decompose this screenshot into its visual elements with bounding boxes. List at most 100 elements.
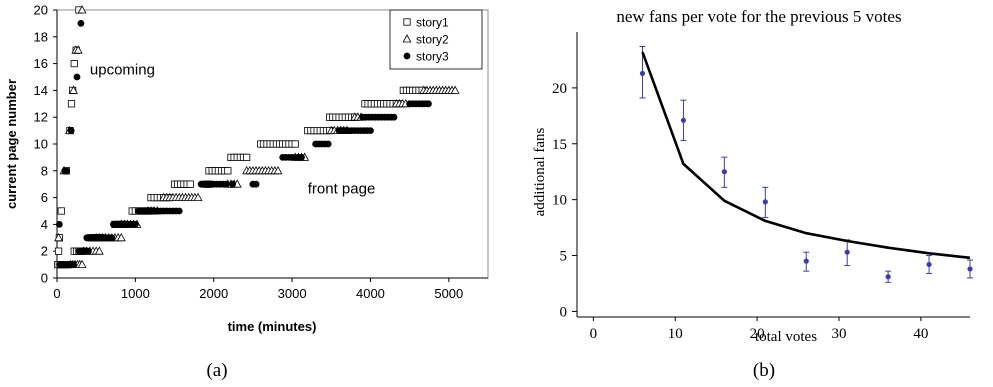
panel-a-y-tick-label: 10 bbox=[34, 137, 48, 152]
panel-a-point-story2 bbox=[54, 232, 64, 242]
panel-a-y-tick-label: 2 bbox=[41, 244, 48, 259]
panel-a-point-story1 bbox=[224, 167, 232, 175]
panel-a-x-tick-label: 2000 bbox=[199, 286, 228, 301]
panel-a-point-story1 bbox=[70, 60, 78, 68]
panel-a-point-story3 bbox=[63, 167, 70, 175]
panel-b-caption: (b) bbox=[753, 360, 775, 381]
panel-a-point-story1 bbox=[243, 153, 251, 161]
panel-a-x-tick-label: 0 bbox=[53, 286, 60, 301]
panel-b-data-point bbox=[844, 249, 850, 255]
panel-a-legend-marker-story1 bbox=[403, 18, 411, 26]
panel-a-annotations: upcoming front page bbox=[90, 61, 375, 197]
panel-a-caption: (a) bbox=[206, 360, 227, 381]
panel-b-y-tick-label: 0 bbox=[560, 304, 568, 320]
panel-a-point-story3 bbox=[70, 261, 77, 268]
panel-a-x-tick-label: 1000 bbox=[121, 286, 150, 301]
panel-b-x-tick-label: 20 bbox=[750, 326, 765, 342]
panel-b-x-tick-label: 10 bbox=[668, 326, 683, 342]
panel-a-point-story2 bbox=[68, 85, 78, 94]
panel-a-y-tick-label: 0 bbox=[41, 271, 48, 286]
panel-b-y-tick-label: 20 bbox=[552, 81, 567, 97]
panel-a-point-story3 bbox=[222, 180, 230, 188]
panel-a-point-story1 bbox=[186, 180, 194, 188]
panel-a-point-story3 bbox=[252, 180, 260, 188]
panel-a-y-tick-label: 4 bbox=[41, 217, 48, 232]
panel-a-point-story3 bbox=[175, 207, 183, 215]
panel-a-point-story3 bbox=[77, 19, 85, 27]
panel-a-legend-items: story1 story2 story3 bbox=[402, 16, 449, 64]
panel-b-fit-line bbox=[641, 51, 971, 260]
panel-b-data-point bbox=[926, 261, 932, 268]
panel-b-data-point bbox=[680, 117, 687, 123]
panel-a-point-story3 bbox=[324, 140, 332, 148]
panel-a-point-story3 bbox=[67, 127, 75, 135]
panel-b-y-tick-label: 15 bbox=[552, 137, 567, 153]
panel-a-y-tick-label: 20 bbox=[34, 3, 48, 18]
panel-a-y-tick-label: 8 bbox=[41, 163, 48, 178]
panel-a-data-points bbox=[54, 5, 460, 269]
panel-a-point-story3 bbox=[298, 153, 305, 161]
panel-a-point-story3 bbox=[425, 100, 432, 108]
panel-a-point-story2 bbox=[116, 232, 126, 242]
panel-a-y-tick-label: 6 bbox=[41, 190, 48, 205]
panel-b-data-point bbox=[721, 169, 727, 175]
panel-b-y-tick-label: 10 bbox=[552, 193, 567, 209]
panel-b-data-point bbox=[762, 199, 768, 205]
panel-b-chart: new fans per vote for the previous 5 vot… bbox=[532, 7, 973, 381]
panel-a-legend-label: story1 bbox=[416, 16, 449, 30]
panel-a-y-tick-label: 14 bbox=[34, 83, 48, 98]
panel-b-x-tick-label: 0 bbox=[590, 326, 598, 342]
panel-b-title: new fans per vote for the previous 5 vot… bbox=[616, 7, 901, 26]
panel-a-point-story1 bbox=[57, 207, 65, 215]
panel-a-point-story3 bbox=[229, 180, 236, 188]
panel-a-point-story2 bbox=[73, 45, 83, 54]
panel-a-legend-marker-story2 bbox=[402, 34, 412, 43]
panel-a-point-story2 bbox=[273, 165, 283, 175]
panel-a-legend-marker-story3 bbox=[403, 52, 411, 60]
panel-a-point-story3 bbox=[390, 113, 398, 121]
panel-b-y-ticks: 0 5 10 15 20 bbox=[552, 81, 577, 320]
panel-a-x-tick-label: 5000 bbox=[434, 286, 463, 301]
panel-b-series bbox=[639, 46, 973, 283]
panel-a-legend-label: story3 bbox=[416, 50, 449, 64]
panel-a-point-story3 bbox=[131, 220, 139, 228]
panel-b-x-tick-label: 40 bbox=[913, 326, 928, 342]
panel-a-series-story3 bbox=[55, 19, 432, 268]
panel-a-x-tick-label: 3000 bbox=[278, 286, 307, 301]
panel-a-point-story1 bbox=[54, 247, 63, 255]
panel-a-y-tick-label: 18 bbox=[34, 29, 48, 44]
panel-a-y-tick-label: 12 bbox=[34, 110, 48, 125]
panel-b-y-axis-label: additional fans bbox=[532, 127, 548, 216]
panel-a-point-story1 bbox=[67, 100, 76, 108]
panel-b-data-point bbox=[967, 266, 973, 272]
panel-a-x-tick-label: 4000 bbox=[356, 286, 385, 301]
panel-a-point-story3 bbox=[73, 73, 81, 81]
panel-b-error-bar-series bbox=[639, 46, 973, 283]
panel-a-point-story3 bbox=[108, 234, 116, 242]
panel-a-x-ticks: 0 1000 2000 3000 4000 5000 bbox=[53, 278, 463, 301]
panel-a-point-story2 bbox=[193, 192, 203, 202]
panel-a-annotation: front page bbox=[308, 181, 376, 198]
panel-a-annotation: upcoming bbox=[90, 61, 155, 78]
panel-b-x-tick-label: 30 bbox=[832, 326, 847, 342]
panel-a-point-story2 bbox=[94, 246, 104, 255]
panel-a-point-story2 bbox=[450, 85, 460, 94]
panel-b-y-tick-label: 5 bbox=[560, 249, 568, 265]
panel-b-data-point bbox=[639, 70, 646, 76]
panel-b-x-ticks: 0 10 20 30 40 bbox=[590, 317, 928, 342]
panel-a-point-story3 bbox=[367, 127, 374, 135]
panel-b-data-point bbox=[803, 258, 809, 264]
panel-b-data-point bbox=[885, 274, 891, 280]
panel-a-chart: 0 1000 2000 3000 4000 5000 02468101214161820 … bbox=[4, 3, 489, 381]
panel-a-legend-label: story2 bbox=[416, 33, 449, 47]
panel-a-point-story1 bbox=[291, 140, 299, 148]
panel-b-x-axis-label: total votes bbox=[755, 329, 817, 345]
panel-a-point-story2 bbox=[77, 5, 87, 14]
panel-a-y-ticks: 0 2 4 6 8 10 12 14 16 18 20 bbox=[34, 3, 57, 286]
panel-a-point-story3 bbox=[84, 247, 92, 255]
panel-a-y-tick-label: 16 bbox=[34, 56, 48, 71]
panel-a-legend: story1 story2 story3 bbox=[389, 9, 483, 70]
panel-a-point-story3 bbox=[55, 220, 63, 228]
panel-a-x-axis-label: time (minutes) bbox=[228, 319, 317, 334]
